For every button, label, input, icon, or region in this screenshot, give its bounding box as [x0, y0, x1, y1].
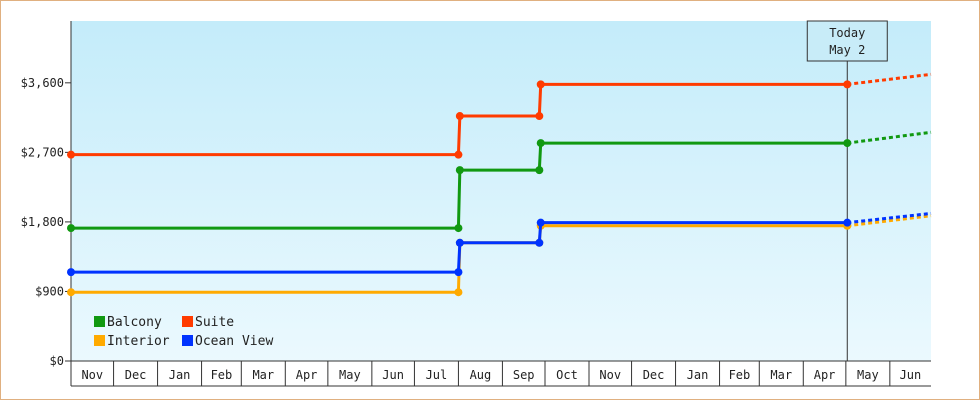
x-tick-label: Nov — [81, 368, 103, 382]
data-point — [454, 150, 463, 159]
x-axis: Nov Dec Jan Feb Mar Apr May Jun Jul Aug Sep Oct Nov D… — [70, 360, 931, 387]
x-tick-label: Feb — [211, 368, 233, 382]
data-point — [455, 112, 464, 121]
data-point — [454, 288, 463, 297]
data-point — [454, 268, 463, 277]
x-tick-label: Jul — [426, 368, 448, 382]
today-date-label: May 2 — [829, 43, 865, 57]
y-tick-label: $900 — [35, 284, 64, 298]
legend-label: Interior — [107, 334, 170, 349]
series-layer — [67, 72, 932, 297]
data-point — [454, 224, 463, 233]
data-point — [535, 112, 544, 121]
legend: Balcony Suite Interior Ocean View — [94, 315, 273, 349]
x-tick-label: Apr — [814, 368, 836, 382]
data-point — [843, 218, 852, 227]
data-point — [535, 166, 544, 175]
data-point — [67, 150, 75, 159]
data-point — [536, 80, 545, 89]
legend-label: Ocean View — [195, 334, 273, 349]
data-point — [455, 166, 464, 175]
x-tick-label: Dec — [643, 368, 665, 382]
data-point — [67, 224, 75, 233]
x-tick-label: May — [857, 368, 879, 382]
series-projection-ocean-view — [847, 211, 932, 225]
x-tick-label: Mar — [770, 368, 792, 382]
today-box — [806, 20, 888, 62]
x-tick-label: Oct — [556, 368, 578, 382]
data-point — [455, 238, 464, 247]
legend-swatch — [182, 335, 193, 346]
x-tick-label: Jan — [169, 368, 191, 382]
x-tick-label: Mar — [252, 368, 274, 382]
series-suite — [67, 72, 932, 159]
series-line-suite — [71, 82, 848, 157]
legend-label: Suite — [195, 315, 234, 330]
series-line-ocean-view — [71, 221, 848, 274]
y-tick-label: $2,700 — [21, 145, 64, 159]
x-tick-label: Jun — [382, 368, 404, 382]
y-tick-label: $0 — [50, 354, 64, 368]
series-line-balcony — [71, 141, 848, 230]
data-point — [843, 80, 852, 89]
legend-swatch — [94, 316, 105, 327]
data-point — [535, 238, 544, 247]
y-tick-label: $3,600 — [21, 76, 64, 90]
x-tick-label: Dec — [125, 368, 147, 382]
data-point — [843, 139, 852, 148]
legend-label: Balcony — [107, 315, 162, 330]
series-projection-suite — [847, 72, 932, 86]
plot-area — [71, 21, 931, 361]
data-point — [536, 218, 545, 227]
legend-swatch — [94, 335, 105, 346]
y-tick-label: $1,800 — [21, 215, 64, 229]
x-tick-label: May — [339, 368, 361, 382]
x-tick-label: Jan — [687, 368, 709, 382]
series-projection-interior — [847, 214, 932, 228]
x-tick-label: Sep — [513, 368, 535, 382]
legend-swatch — [182, 316, 193, 327]
x-tick-label: Jun — [900, 368, 922, 382]
today-marker: Today May 2 — [806, 20, 888, 361]
data-point — [67, 288, 75, 297]
data-point — [67, 268, 75, 277]
x-tick-label: Apr — [296, 368, 318, 382]
y-axis: $0 $900 $1,800 $2,700 $3,600 — [21, 21, 72, 368]
series-ocean-view — [67, 211, 932, 277]
x-tick-label: Nov — [599, 368, 621, 382]
series-projection-balcony — [847, 130, 932, 145]
today-label: Today — [829, 26, 865, 40]
data-point — [536, 139, 545, 148]
x-tick-label: Feb — [729, 368, 751, 382]
series-balcony — [67, 130, 932, 233]
x-tick-label: Aug — [470, 368, 492, 382]
